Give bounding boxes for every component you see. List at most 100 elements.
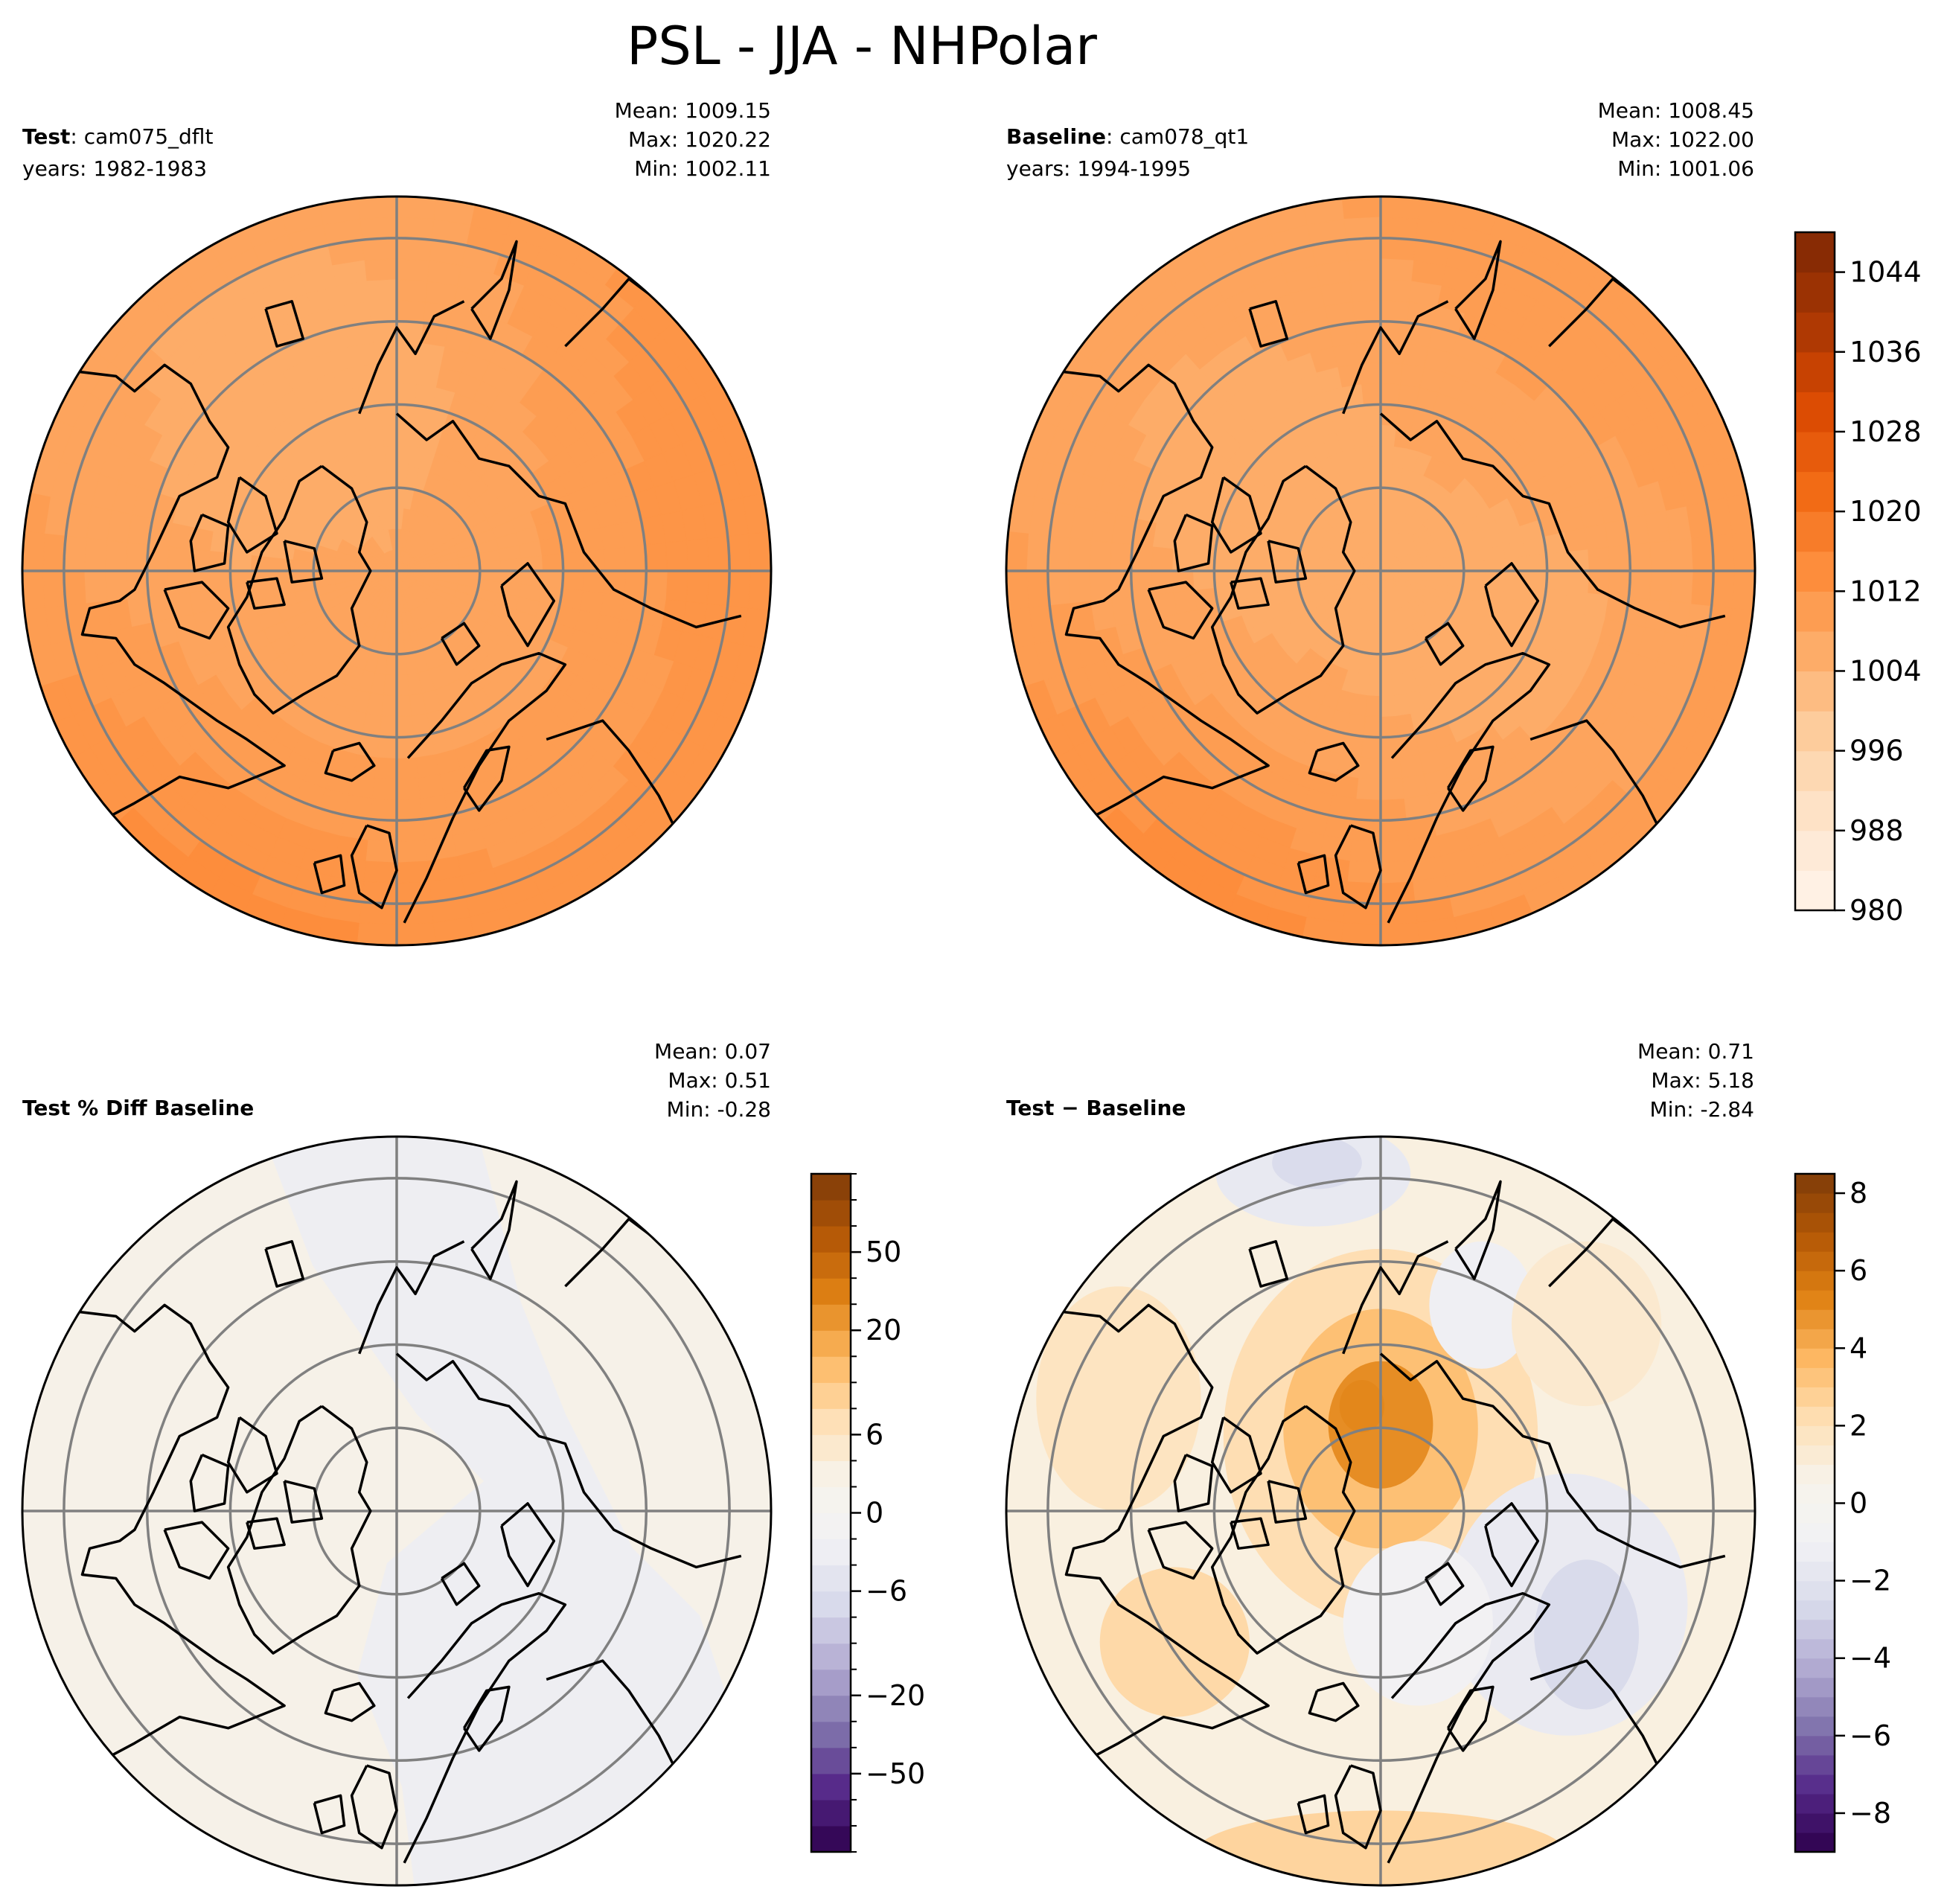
- field-cell: [1380, 694, 1396, 718]
- field-cell: [396, 798, 423, 821]
- coastline: [226, 476, 278, 554]
- colorbar-step: [811, 1356, 851, 1383]
- field-cell: [418, 342, 445, 368]
- panel-baseline-header-bold: Baseline: [1006, 124, 1106, 149]
- coastline: [403, 1591, 567, 1864]
- colorbar-step: [811, 1174, 851, 1201]
- colorbar-tick-label: 996: [1850, 735, 1904, 767]
- colorbar-step: [1795, 1309, 1835, 1329]
- field-cell: [1192, 551, 1216, 572]
- field-cell: [1343, 217, 1381, 240]
- field-cell: [1361, 735, 1381, 759]
- field-cell: [383, 674, 397, 697]
- colorbar-step: [1795, 1716, 1835, 1737]
- field-cell: [1731, 570, 1755, 611]
- field-cell: [396, 362, 419, 386]
- field-cell: [1711, 570, 1735, 609]
- coastline: [470, 1180, 518, 1280]
- field-cell: [396, 777, 421, 800]
- colorbar-tick-label: 50: [866, 1236, 901, 1268]
- colorbar-step: [1795, 1367, 1835, 1387]
- field-cell: [1731, 531, 1755, 572]
- field-cell: [706, 570, 730, 607]
- field-cell: [1234, 555, 1257, 572]
- colorbar-step: [811, 1252, 851, 1279]
- field-cell: [579, 590, 604, 615]
- panel-pctdiff-min: Min: -0.28: [667, 1097, 771, 1122]
- field-cell: [1047, 570, 1071, 607]
- field-cell: [1352, 300, 1381, 324]
- colorbar-step: [1795, 1735, 1835, 1756]
- field-cell: [1380, 279, 1412, 303]
- field-cell: [396, 197, 437, 220]
- diff-contour-blob: [1343, 1541, 1493, 1706]
- panel-baseline-header: Baseline: cam078_qt1: [1006, 124, 1249, 149]
- field-cell: [1380, 445, 1395, 468]
- colorbar-tick-label: −2: [1850, 1565, 1891, 1597]
- field-cell: [377, 383, 397, 406]
- coastline: [324, 741, 376, 782]
- field-cell: [167, 570, 191, 595]
- field-cell: [1669, 570, 1693, 604]
- panel-baseline-max: Max: 1022.00: [1611, 127, 1754, 152]
- coastline: [189, 1453, 230, 1512]
- field-cell: [1026, 533, 1050, 572]
- panel-diff-max: Max: 5.18: [1651, 1068, 1754, 1093]
- panel-pctdiff: Test % Diff Baseline Mean: 0.07 Max: 0.5…: [21, 1039, 773, 1887]
- field-cell: [1332, 773, 1360, 799]
- colorbar-step: [1795, 1774, 1835, 1795]
- field-cell: [22, 531, 46, 572]
- colorbar-tick-label: −20: [866, 1679, 925, 1712]
- field-cell: [1369, 653, 1381, 676]
- colorbar-step: [1795, 1329, 1835, 1349]
- colorbar-step: [1795, 1348, 1835, 1368]
- coastline: [403, 651, 567, 924]
- colorbar-step: [1795, 1619, 1835, 1640]
- field-cell: [105, 540, 129, 572]
- panel-baseline-header-sep: :: [1106, 124, 1119, 149]
- diff-contour-blob: [1534, 1559, 1640, 1710]
- field-cell: [1380, 258, 1414, 282]
- field-cell: [1151, 546, 1174, 572]
- panel-baseline-coastlines: [1006, 240, 1726, 924]
- colorbar-step: [1795, 870, 1835, 911]
- coastline: [1342, 1240, 1449, 1355]
- field-cell: [1380, 735, 1401, 759]
- colorbar-tick-label: 0: [866, 1497, 883, 1530]
- field-cell: [359, 217, 397, 240]
- colorbar-tick-label: 6: [866, 1418, 883, 1451]
- panel-test-max: Max: 1020.22: [628, 127, 771, 152]
- colorbar-step: [1795, 1232, 1835, 1252]
- colorbar-step: [811, 1721, 851, 1748]
- colorbar-step: [1795, 1696, 1835, 1717]
- field-cell: [1462, 570, 1486, 583]
- panel-baseline-graticule: [1006, 197, 1755, 945]
- field-cell: [229, 553, 253, 572]
- colorbar-step: [1795, 431, 1835, 473]
- colorbar-step: [1795, 1271, 1835, 1291]
- colorbar-step: [1795, 551, 1835, 592]
- field-cell: [1563, 590, 1588, 615]
- colorbar-diff: 8 6 4 2 0 −2 −4 −6 −8: [1794, 1172, 1891, 1853]
- field-cell: [1276, 559, 1299, 572]
- field-cell: [357, 921, 397, 945]
- field-cell: [379, 403, 397, 427]
- panel-test-graticule: [22, 197, 771, 945]
- field-cell: [84, 570, 108, 604]
- field-cell: [63, 570, 87, 607]
- panel-diff-graticule: [1006, 1137, 1755, 1885]
- colorbar-step: [811, 1200, 851, 1227]
- field-cell: [1354, 321, 1381, 344]
- coastline: [1446, 745, 1495, 812]
- panel-baseline-border: [1005, 195, 1756, 947]
- field-cell: [415, 363, 441, 389]
- field-cell: [1213, 553, 1237, 572]
- colorbar-step: [1795, 1251, 1835, 1271]
- colorbar-step: [1795, 1425, 1835, 1445]
- panel-pctdiff-mean: Mean: 0.07: [654, 1039, 771, 1064]
- figure-title: PSL - JJA - NHPolar: [627, 16, 1097, 77]
- colorbar-step: [1795, 511, 1835, 552]
- coastline: [22, 1303, 286, 1793]
- coastline: [226, 464, 372, 715]
